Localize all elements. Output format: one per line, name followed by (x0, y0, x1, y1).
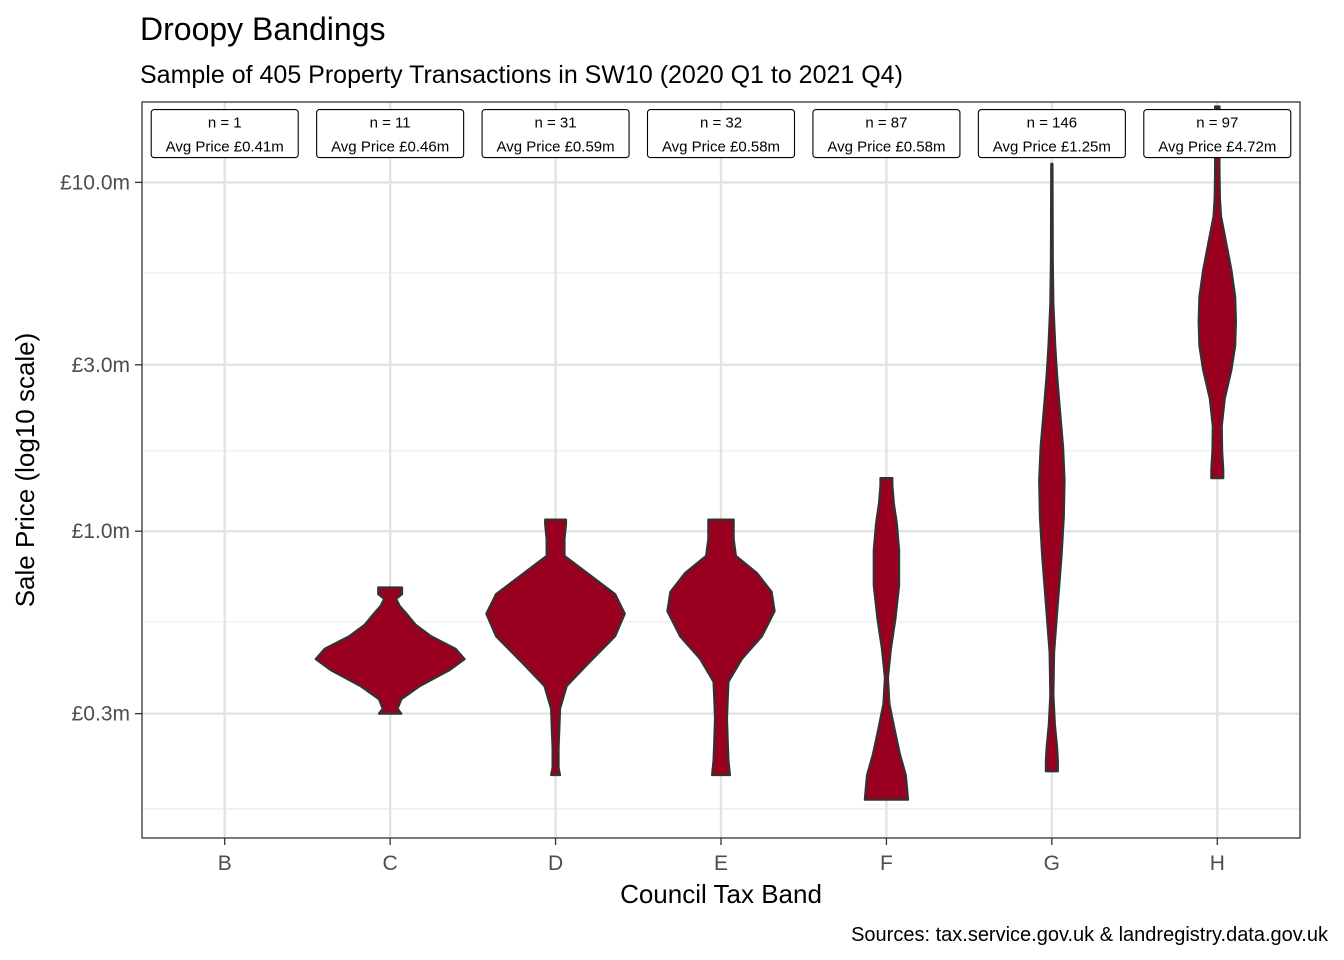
violin-D (485, 518, 626, 777)
y-tick-label: £3.0m (72, 354, 130, 377)
annotation-box (812, 109, 961, 159)
x-tick-label: B (218, 852, 232, 875)
caption: Sources: tax.service.gov.uk & landregist… (851, 924, 1329, 946)
chart-title: Droopy Bandings (140, 11, 385, 47)
annotation-count: n = 1 (208, 115, 242, 132)
x-tick-label: F (880, 852, 893, 875)
x-tick-label: E (714, 852, 728, 875)
annotation-avg-price: Avg Price £0.46m (331, 139, 449, 156)
chart-subtitle: Sample of 405 Property Transactions in S… (140, 61, 903, 89)
x-tick-label: C (383, 852, 398, 875)
annotation-count: n = 32 (700, 115, 742, 132)
annotation-count: n = 11 (370, 115, 411, 132)
annotation-C: n = 11 Avg Price £0.46m (316, 109, 465, 159)
annotation-count: n = 97 (1196, 115, 1238, 132)
annotation-avg-price: Avg Price £0.59m (497, 139, 615, 156)
violin-G (1038, 162, 1066, 773)
x-axis-label: Council Tax Band (620, 879, 822, 909)
y-tick-label: £10.0m (60, 171, 130, 194)
annotation-box (977, 109, 1126, 159)
plot-panel: n = 1 Avg Price £0.41m n = 11 Avg Price £0.… (141, 101, 1301, 839)
annotation-E: n = 32 Avg Price £0.58m (646, 109, 796, 159)
y-tick-label: £1.0m (72, 520, 130, 543)
annotation-avg-price: Avg Price £0.58m (662, 139, 780, 156)
violin-H (1197, 105, 1237, 480)
y-axis-label: Sale Price (log10 scale) (10, 333, 40, 608)
x-tick-label: G (1044, 852, 1060, 875)
violin-C (314, 586, 466, 715)
y-tick-label: £0.3m (72, 703, 130, 726)
annotation-avg-price: Avg Price £0.41m (166, 139, 284, 156)
annotation-box (1143, 109, 1292, 159)
annotation-avg-price: Avg Price £0.58m (827, 139, 945, 156)
x-axis: B C D E F G H (218, 838, 1225, 875)
annotation-D: n = 31 Avg Price £0.59m (481, 109, 630, 159)
annotation-count: n = 146 (1027, 115, 1077, 132)
annotation-H: n = 97 Avg Price £4.72m (1143, 109, 1292, 159)
count-annotations: n = 1 Avg Price £0.41m n = 11 Avg Price £0.… (150, 109, 1292, 159)
annotation-box (481, 109, 630, 159)
annotation-box (316, 109, 465, 159)
violins (314, 105, 1237, 801)
annotation-box (150, 109, 299, 159)
y-axis: £0.3m £1.0m £3.0m £10.0m (60, 171, 142, 726)
annotation-B: n = 1 Avg Price £0.41m (150, 109, 299, 159)
annotation-avg-price: Avg Price £4.72m (1158, 139, 1276, 156)
annotation-G: n = 146 Avg Price £1.25m (977, 109, 1126, 159)
annotation-count: n = 31 (535, 115, 577, 132)
annotation-avg-price: Avg Price £1.25m (993, 139, 1111, 156)
annotation-box (646, 109, 796, 159)
violin-F (863, 477, 910, 801)
annotation-F: n = 87 Avg Price £0.58m (812, 109, 961, 159)
violin-E (666, 518, 776, 777)
annotation-count: n = 87 (865, 115, 907, 132)
x-tick-label: H (1210, 852, 1225, 875)
x-tick-label: D (548, 852, 563, 875)
